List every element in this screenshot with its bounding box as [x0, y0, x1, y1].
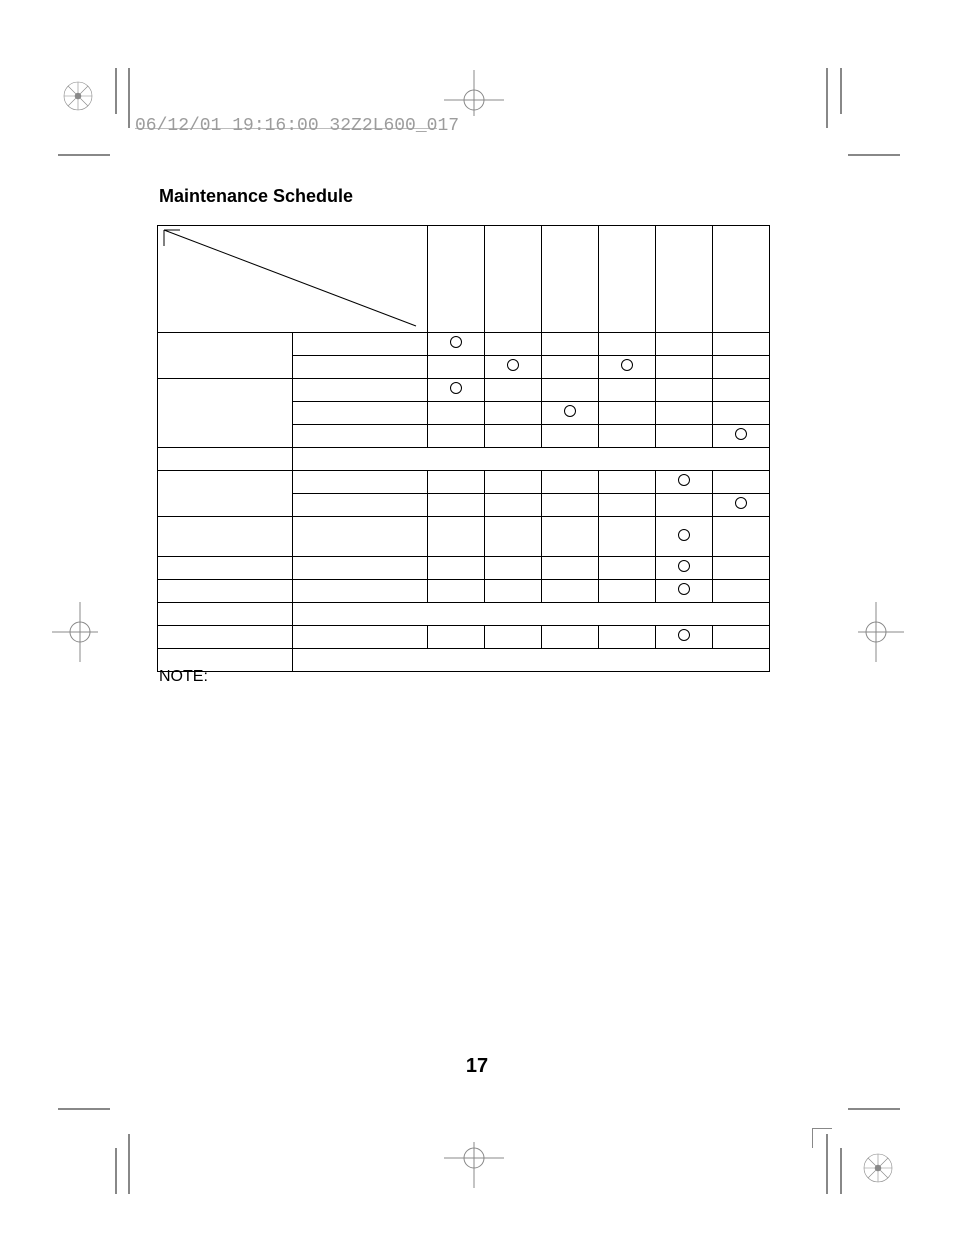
- crop-mark-icon: [848, 1108, 900, 1110]
- circle-mark-icon: [450, 336, 462, 348]
- table-row: [158, 517, 770, 557]
- circle-mark-icon: [735, 497, 747, 509]
- crop-mark-icon: [826, 1134, 828, 1194]
- period-cell: [428, 333, 485, 356]
- crop-mark-icon: [812, 1128, 813, 1148]
- circle-mark-icon: [735, 428, 747, 440]
- action-cell: [293, 333, 428, 356]
- table-row: [158, 649, 770, 672]
- note-label: NOTE:: [159, 668, 208, 686]
- table-row: [158, 580, 770, 603]
- col-header: [485, 226, 542, 333]
- diagonal-header-cell: [158, 226, 428, 333]
- crop-mark-icon: [115, 1148, 117, 1194]
- circle-mark-icon: [678, 529, 690, 541]
- col-header: [656, 226, 713, 333]
- table-row: [158, 333, 770, 356]
- col-header: [542, 226, 599, 333]
- table-row: [158, 626, 770, 649]
- crop-mark-icon: [128, 1134, 130, 1194]
- circle-mark-icon: [678, 583, 690, 595]
- maintenance-table: [157, 225, 770, 672]
- crop-mark-icon: [826, 68, 828, 128]
- register-rosette-tl-icon: [62, 80, 94, 112]
- table-row: [158, 471, 770, 494]
- table-row: [158, 379, 770, 402]
- register-mark-bottom-icon: [444, 1142, 504, 1188]
- crop-mark-icon: [848, 154, 900, 156]
- col-header: [428, 226, 485, 333]
- page-title: Maintenance Schedule: [159, 186, 353, 207]
- table-row: [158, 557, 770, 580]
- circle-mark-icon: [678, 474, 690, 486]
- diagonal-line-icon: [158, 226, 422, 330]
- table-row: [158, 603, 770, 626]
- col-header: [599, 226, 656, 333]
- crop-mark-icon: [115, 68, 117, 114]
- table-header-row: [158, 226, 770, 333]
- circle-mark-icon: [450, 382, 462, 394]
- page: 06/12/01 19:16:00 32Z2L600_017 Maintenan…: [0, 0, 954, 1250]
- circle-mark-icon: [678, 560, 690, 572]
- item-cell: [158, 333, 293, 379]
- crop-mark-icon: [840, 1148, 842, 1194]
- register-rosette-br-icon: [862, 1152, 894, 1184]
- header-code: 06/12/01 19:16:00 32Z2L600_017: [135, 116, 459, 136]
- register-mark-left-icon: [52, 602, 98, 662]
- table-row: [158, 448, 770, 471]
- crop-mark-icon: [812, 1128, 832, 1129]
- crop-mark-icon: [840, 68, 842, 114]
- crop-mark-icon: [58, 1108, 110, 1110]
- register-mark-top-icon: [444, 70, 504, 116]
- crop-mark-icon: [58, 154, 110, 156]
- crop-mark-icon: [128, 68, 130, 128]
- circle-mark-icon: [678, 629, 690, 641]
- register-mark-right-icon: [858, 602, 904, 662]
- page-number: 17: [0, 1055, 954, 1078]
- circle-mark-icon: [507, 359, 519, 371]
- circle-mark-icon: [621, 359, 633, 371]
- circle-mark-icon: [564, 405, 576, 417]
- col-header: [713, 226, 770, 333]
